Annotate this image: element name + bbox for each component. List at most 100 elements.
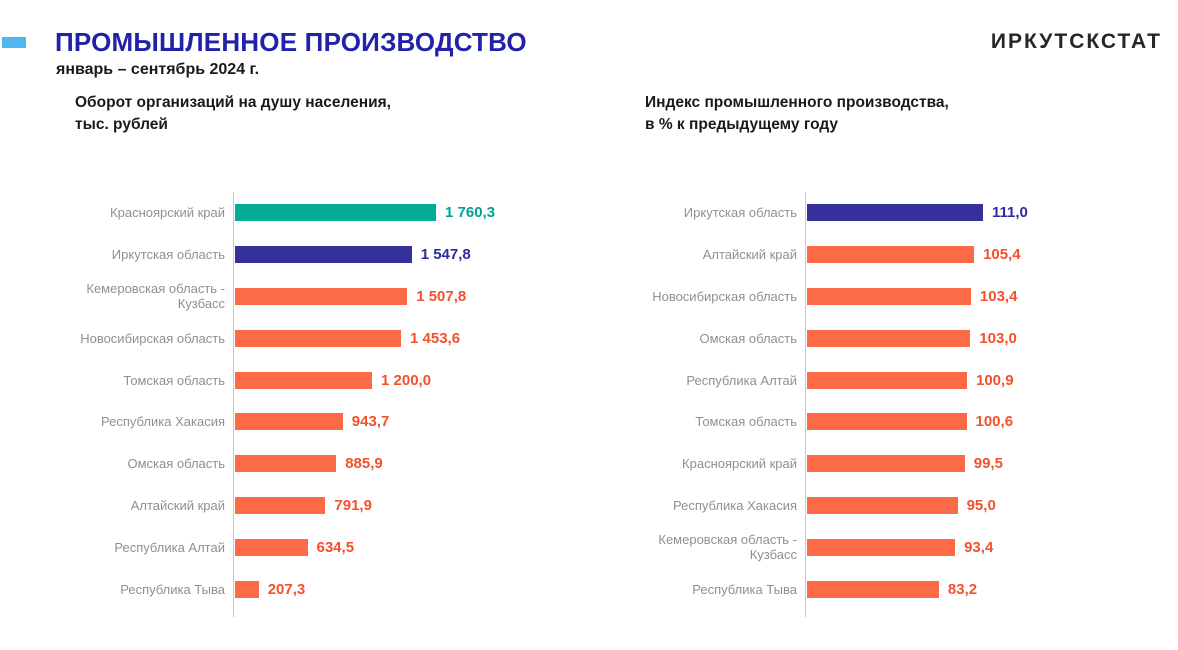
accent-dash — [2, 37, 26, 48]
chart-title-line2: тыс. рублей — [75, 116, 168, 133]
bar — [807, 496, 958, 514]
bar-wrap: 207,3 — [233, 580, 580, 598]
bar — [235, 538, 308, 556]
bar — [807, 455, 965, 473]
value-label: 111,0 — [992, 204, 1028, 222]
brand-logo: ИРКУТСКСТАТ — [990, 30, 1162, 53]
chart-row: Омская область 885,9 — [75, 443, 580, 485]
bar — [235, 371, 372, 389]
value-label: 791,9 — [334, 496, 372, 514]
value-label: 634,5 — [316, 538, 355, 556]
bar-wrap: 885,9 — [233, 455, 580, 473]
bar-wrap: 83,2 — [805, 580, 1150, 598]
category-label: Томская область — [695, 414, 797, 430]
chart-row: Республика Тыва 207,3 — [75, 568, 580, 610]
axis-line — [805, 192, 806, 617]
chart-row: Омская область 103,0 — [645, 317, 1150, 359]
category-label: Республика Алтай — [114, 539, 225, 555]
category-label: Республика Хакасия — [101, 414, 225, 430]
category-label: Томская область — [123, 372, 225, 388]
bar-wrap: 1 760,3 — [233, 204, 580, 222]
category-label: Алтайский край — [702, 247, 797, 263]
chart-row: Республика Хакасия 943,7 — [75, 401, 580, 443]
chart-title-line1: Оборот организаций на душу населения, — [75, 94, 391, 111]
chart-industrial-production-index: Индекс промышленного производства, в % к… — [645, 92, 1150, 632]
chart-row: Республика Хакасия 95,0 — [645, 485, 1150, 527]
bar-wrap: 99,5 — [805, 455, 1150, 473]
category-label: Республика Алтай — [686, 372, 797, 388]
bar-wrap: 1 507,8 — [233, 287, 580, 305]
category-label: Республика Тыва — [692, 581, 797, 597]
category-label: Кемеровская область - Кузбасс — [86, 281, 225, 312]
category-label: Омская область — [699, 330, 797, 346]
chart-row: Республика Алтай 634,5 — [75, 526, 580, 568]
bar — [807, 538, 956, 556]
bar — [235, 413, 343, 431]
chart-row: Томская область 100,6 — [645, 401, 1150, 443]
value-label: 207,3 — [267, 580, 306, 598]
bar — [235, 329, 401, 347]
chart-title-line1: Индекс промышленного производства, — [645, 94, 949, 111]
value-label: 83,2 — [947, 580, 978, 598]
chart-rows: Иркутская область 111,0 Алтайский край 105,… — [645, 192, 1150, 617]
value-label: 885,9 — [345, 455, 383, 473]
bar-wrap: 1 453,6 — [233, 329, 580, 347]
category-label: Республика Хакасия — [673, 497, 797, 513]
bar — [807, 246, 975, 264]
bar-wrap: 93,4 — [805, 538, 1150, 556]
chart-row: Иркутская область 111,0 — [645, 192, 1150, 234]
bar-wrap: 111,0 — [805, 204, 1150, 222]
value-label: 1 547,8 — [420, 246, 471, 264]
value-label: 100,9 — [976, 371, 1014, 389]
chart-row: Красноярский край 1 760,3 — [75, 192, 580, 234]
bar-wrap: 634,5 — [233, 538, 580, 556]
bar — [235, 580, 259, 598]
value-label: 100,6 — [975, 413, 1014, 431]
bar — [235, 496, 326, 514]
bar-wrap: 103,4 — [805, 287, 1150, 305]
bar-wrap: 105,4 — [805, 246, 1150, 264]
chart-turnover-per-capita: Оборот организаций на душу населения, ты… — [75, 92, 580, 632]
axis-line — [233, 192, 234, 617]
bar — [807, 413, 967, 431]
category-label: Алтайский край — [130, 497, 225, 513]
bar — [235, 246, 412, 264]
bar — [807, 329, 971, 347]
chart-row: Алтайский край 791,9 — [75, 485, 580, 527]
chart-row: Иркутская область 1 547,8 — [75, 234, 580, 276]
category-label: Красноярский край — [110, 205, 225, 221]
chart-row: Алтайский край 105,4 — [645, 234, 1150, 276]
value-label: 1 760,3 — [445, 204, 496, 222]
value-label: 93,4 — [964, 538, 994, 556]
value-label: 103,4 — [979, 287, 1018, 305]
category-label: Иркутская область — [683, 205, 797, 221]
chart-row: Республика Тыва 83,2 — [645, 568, 1150, 610]
chart-row: Томская область 1 200,0 — [75, 359, 580, 401]
chart-title: Индекс промышленного производства, в % к… — [645, 92, 1150, 136]
value-label: 1 507,8 — [416, 287, 467, 305]
value-label: 1 200,0 — [381, 371, 432, 389]
chart-title-line2: в % к предыдущему году — [645, 116, 839, 133]
value-label: 105,4 — [983, 246, 1021, 264]
value-label: 99,5 — [973, 455, 1003, 473]
bar-wrap: 100,6 — [805, 413, 1150, 431]
bar-wrap: 100,9 — [805, 371, 1150, 389]
bar — [807, 371, 967, 389]
category-label: Иркутская область — [111, 247, 225, 263]
bar — [235, 287, 408, 305]
category-label: Кемеровская область - Кузбасс — [658, 532, 797, 563]
page-title: ПРОМЫШЛЕННОЕ ПРОИЗВОДСТВО — [55, 27, 527, 57]
bar-wrap: 943,7 — [233, 413, 580, 431]
value-label: 943,7 — [351, 413, 390, 431]
category-label: Республика Тыва — [120, 581, 225, 597]
category-label: Омская область — [127, 456, 225, 472]
value-label: 1 453,6 — [410, 329, 461, 347]
bar-wrap: 1 200,0 — [233, 371, 580, 389]
chart-row: Новосибирская область 103,4 — [645, 276, 1150, 318]
bar — [807, 287, 971, 305]
chart-row: Кемеровская область - Кузбасс 1 507,8 — [75, 276, 580, 318]
bar-wrap: 791,9 — [233, 496, 580, 514]
chart-title: Оборот организаций на душу населения, ты… — [75, 92, 580, 136]
category-label: Новосибирская область — [80, 330, 225, 346]
